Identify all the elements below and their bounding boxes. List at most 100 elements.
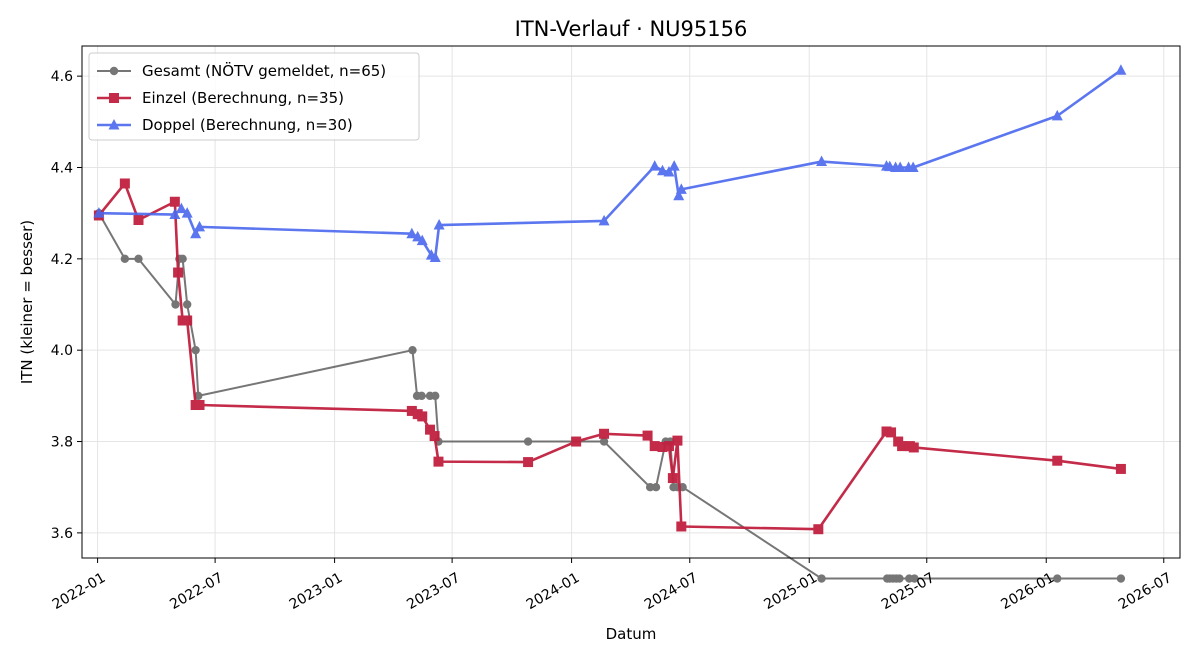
y-tick-label: 3.6 [51,526,73,542]
series-circle [94,208,1126,583]
data-point [431,391,440,401]
data-point [598,214,610,226]
data-point [93,207,105,218]
data-point [675,183,687,194]
x-tick-label: 2024-01 [524,570,583,613]
y-tick-label: 4.0 [51,343,73,359]
legend-swatch-marker [108,119,120,130]
data-point [178,254,187,264]
data-point [425,424,436,435]
data-point [417,411,428,422]
data-point [908,442,919,453]
data-point [523,457,534,468]
y-tick-label: 4.2 [51,252,73,268]
data-point [656,164,668,176]
chart-title: ITN-Verlauf · NU95156 [515,17,748,41]
data-point [571,436,582,447]
data-point [119,178,130,189]
legend: Gesamt (NÖTV gemeldet, n=65) Einzel (Bere… [88,52,420,141]
data-point [642,430,653,441]
x-axis-label: Datum [606,625,657,643]
grid-layer [82,46,1180,558]
data-point [182,315,193,326]
data-point [599,428,610,439]
data-point [181,207,193,218]
data-point [406,405,417,416]
data-point [417,391,426,401]
data-point [408,345,417,355]
legend-item [97,93,131,103]
data-point [673,189,685,201]
x-tick-label: 2022-01 [50,570,109,613]
data-point [663,441,674,452]
series-triangle [93,64,1127,262]
data-point [194,399,205,410]
x-tick-label: 2023-07 [404,570,463,613]
data-point [676,521,687,532]
data-point [173,267,184,278]
y-axis-label: ITN (kleiner = besser) [18,220,36,384]
legend-swatch-marker [109,66,119,76]
legend-label: Gesamt (NÖTV gemeldet, n=65) [142,61,386,80]
data-point [133,215,144,226]
data-point [817,574,826,583]
y-tick-label: 4.6 [51,69,73,85]
data-point [169,196,180,207]
data-point [1052,455,1063,466]
data-point [194,220,206,232]
legend-item [97,119,131,130]
data-point [816,155,828,167]
data-point [651,483,661,492]
data-point [1053,574,1062,583]
data-point [1051,109,1063,121]
x-tick-label: 2026-07 [1116,570,1175,613]
data-point [191,345,200,355]
legend-label: Doppel (Berechnung, n=30) [142,116,353,134]
data-point [175,202,187,214]
data-point [657,442,668,453]
data-point [523,437,533,446]
data-point [895,574,904,583]
data-point [663,166,675,177]
data-point [134,254,143,264]
data-point [1115,64,1127,75]
data-point [649,160,661,171]
data-point [645,483,655,492]
data-point [1115,463,1126,474]
legend-item [97,66,131,76]
data-point [668,160,680,171]
series-square [93,178,1126,535]
data-point [910,574,919,583]
data-point [169,208,181,220]
data-point [190,227,202,239]
data-point [416,234,428,246]
x-tick-label: 2025-01 [761,570,820,613]
data-point [672,435,683,446]
y-tick-label: 4.4 [51,160,73,176]
data-point [433,219,445,230]
data-point [406,227,418,239]
x-tick-label: 2026-01 [998,570,1057,613]
data-point [433,456,444,467]
x-tick-label: 2024-07 [642,570,701,613]
series-line [98,212,1121,580]
plot-frame [81,45,1181,559]
legend-label: Einzel (Berechnung, n=35) [142,89,344,107]
data-point [813,524,824,535]
data-point [1116,574,1126,583]
x-tick-label: 2023-01 [287,570,346,613]
data-point [897,441,908,452]
x-tick-label: 2022-07 [167,570,226,613]
series-line [97,182,1122,531]
data-point [182,300,192,309]
data-point [429,431,440,442]
data-point [894,161,906,172]
data-point [649,441,660,452]
data-point [667,473,678,484]
data-point [886,427,897,438]
y-tick-label: 3.8 [51,435,73,451]
data-point [120,254,130,264]
data-point [907,161,919,172]
data-point [599,437,609,446]
series-layer [93,64,1127,583]
